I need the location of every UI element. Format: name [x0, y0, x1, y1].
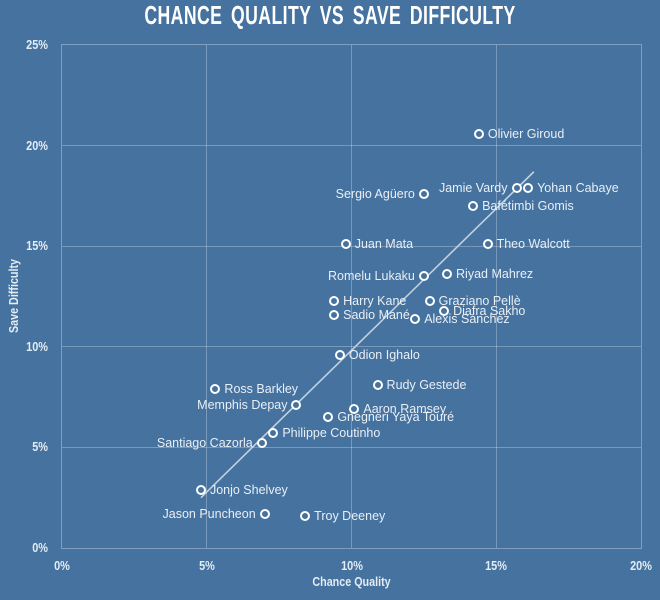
point-label-juan-mata: Juan Mata	[354, 237, 414, 252]
point-label-yohan-cabaye: Yohan Cabaye	[537, 180, 619, 195]
data-point-rudy-gestede[interactable]	[372, 380, 383, 391]
trend-line	[200, 171, 535, 499]
horizontal-gridline-20	[62, 145, 641, 147]
data-point-romelu-lukaku[interactable]	[418, 271, 429, 282]
x-tick-10: 10%	[340, 558, 363, 573]
point-label-jamie-vardy: Jamie Vardy	[438, 180, 508, 195]
point-label-odion-ighalo: Odion Ighalo	[348, 347, 420, 362]
data-point-jonjo-shelvey[interactable]	[195, 484, 206, 495]
data-point-troy-deeney[interactable]	[300, 510, 311, 521]
vertical-gridline-5	[206, 45, 208, 548]
point-label-riyad-mahrez: Riyad Mahrez	[456, 267, 534, 282]
point-label-sergio-aguero: Sergio Agüero	[335, 186, 415, 201]
data-point-diafra-sakho[interactable]	[439, 305, 450, 316]
point-label-philippe-coutinho: Philippe Coutinho	[282, 426, 381, 441]
horizontal-gridline-10	[62, 346, 641, 348]
point-label-romelu-lukaku: Romelu Lukaku	[328, 269, 415, 284]
point-label-ross-barkley: Ross Barkley	[224, 382, 299, 397]
y-tick-0: 0%	[32, 540, 48, 555]
data-point-bafetimbi-gomis[interactable]	[468, 200, 479, 211]
point-label-aaron-ramsey: Aaron Ramsey	[363, 402, 447, 417]
data-point-theo-walcott[interactable]	[482, 239, 493, 250]
point-label-alexis-sanchez: Alexis Sánchez	[424, 311, 510, 326]
plot-area: Olivier Giroud Jamie Vardy Yohan Cabaye Ser…	[61, 44, 642, 549]
point-label-sadio-mane: Sadio Mané	[343, 307, 410, 322]
x-tick-5: 5%	[198, 558, 215, 573]
horizontal-gridline-15	[62, 245, 641, 247]
point-label-gnegneri-yaya-toure: Gnegneri Yaya Touré	[337, 410, 455, 425]
y-tick-5: 5%	[32, 439, 48, 455]
horizontal-gridline-5	[62, 446, 641, 448]
point-label-olivier-giroud: Olivier Giroud	[487, 126, 565, 141]
data-point-aaron-ramsey[interactable]	[349, 404, 360, 415]
y-tick-25: 25%	[26, 37, 48, 52]
data-point-jason-puncheon[interactable]	[259, 508, 270, 519]
x-tick-20: 20%	[630, 558, 652, 573]
point-label-rudy-gestede: Rudy Gestede	[386, 378, 467, 393]
point-label-jason-puncheon: Jason Puncheon	[162, 506, 256, 521]
data-point-santiago-cazorla[interactable]	[256, 438, 267, 449]
y-axis-label: Save Difficulty	[7, 258, 21, 334]
point-label-bafetimbi-gomis: Bafétimbi Gomis	[482, 198, 574, 213]
data-point-juan-mata[interactable]	[340, 239, 351, 250]
point-label-memphis-depay: Memphis Depay	[197, 398, 288, 413]
data-point-jamie-vardy[interactable]	[511, 182, 522, 193]
data-point-alexis-sanchez[interactable]	[410, 313, 421, 324]
data-point-ross-barkley[interactable]	[210, 384, 221, 395]
x-tick-15: 15%	[485, 558, 508, 573]
data-point-sadio-mane[interactable]	[329, 309, 340, 320]
point-label-jonjo-shelvey: Jonjo Shelvey	[209, 482, 288, 497]
point-label-harry-kane: Harry Kane	[343, 293, 407, 308]
data-point-graziano-pelle[interactable]	[424, 295, 435, 306]
y-tick-15: 15%	[26, 238, 48, 254]
data-point-gnegneri-yaya-toure[interactable]	[323, 412, 334, 423]
data-point-yohan-cabaye[interactable]	[523, 182, 534, 193]
vertical-gridline-15	[495, 45, 497, 548]
data-point-odion-ighalo[interactable]	[334, 349, 345, 360]
vertical-gridline-10	[351, 45, 352, 548]
x-tick-0: 0%	[54, 558, 70, 573]
point-label-graziano-pelle: Graziano Pellè	[438, 293, 521, 308]
data-point-riyad-mahrez[interactable]	[442, 269, 453, 280]
x-axis-label: Chance Quality	[312, 575, 391, 589]
chart-title: CHANCE QUALITY VS SAVE DIFFICULTY	[144, 1, 516, 31]
y-tick-10: 10%	[26, 338, 48, 354]
trend-line-layer	[200, 171, 535, 499]
point-label-santiago-cazorla: Santiago Cazorla	[156, 436, 253, 451]
y-tick-20: 20%	[26, 137, 48, 153]
point-label-troy-deeney: Troy Deeney	[314, 508, 386, 523]
point-label-theo-walcott: Theo Walcott	[496, 237, 570, 252]
data-point-sergio-aguero[interactable]	[418, 188, 429, 199]
data-point-olivier-giroud[interactable]	[473, 128, 484, 139]
data-point-memphis-depay[interactable]	[291, 400, 302, 411]
data-point-harry-kane[interactable]	[329, 295, 340, 306]
data-point-philippe-coutinho[interactable]	[268, 428, 279, 439]
point-label-diafra-sakho: Diafra Sakho	[453, 303, 526, 318]
